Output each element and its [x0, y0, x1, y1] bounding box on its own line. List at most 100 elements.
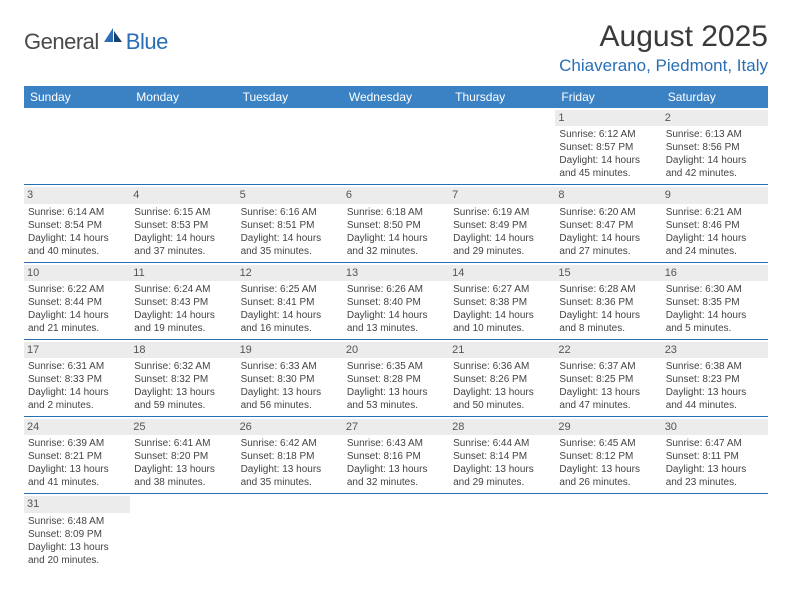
- daylight-text: and 59 minutes.: [134, 399, 232, 412]
- daylight-text: and 29 minutes.: [453, 476, 551, 489]
- day-number: 17: [24, 342, 130, 358]
- sunset-text: Sunset: 8:50 PM: [347, 219, 445, 232]
- sunrise-text: Sunrise: 6:31 AM: [28, 360, 126, 373]
- daylight-text: and 35 minutes.: [241, 476, 339, 489]
- sunrise-text: Sunrise: 6:38 AM: [666, 360, 764, 373]
- daylight-text: and 24 minutes.: [666, 245, 764, 258]
- sunrise-text: Sunrise: 6:43 AM: [347, 437, 445, 450]
- daylight-text: and 45 minutes.: [559, 167, 657, 180]
- sunrise-text: Sunrise: 6:16 AM: [241, 206, 339, 219]
- page-title: August 2025: [559, 20, 768, 54]
- calendar-cell: 24Sunrise: 6:39 AMSunset: 8:21 PMDayligh…: [24, 417, 130, 494]
- calendar-cell: [343, 494, 449, 571]
- calendar-cell: [662, 494, 768, 571]
- day-number: 3: [24, 187, 130, 203]
- calendar-cell: 21Sunrise: 6:36 AMSunset: 8:26 PMDayligh…: [449, 339, 555, 416]
- day-number: 28: [449, 419, 555, 435]
- daylight-text: and 35 minutes.: [241, 245, 339, 258]
- day-number: 19: [237, 342, 343, 358]
- sunset-text: Sunset: 8:56 PM: [666, 141, 764, 154]
- day-number: 4: [130, 187, 236, 203]
- calendar-cell: 29Sunrise: 6:45 AMSunset: 8:12 PMDayligh…: [555, 417, 661, 494]
- daylight-text: and 20 minutes.: [28, 554, 126, 567]
- sunset-text: Sunset: 8:36 PM: [559, 296, 657, 309]
- day-header: Sunday: [24, 86, 130, 108]
- calendar-cell: 3Sunrise: 6:14 AMSunset: 8:54 PMDaylight…: [24, 185, 130, 262]
- calendar-cell: 16Sunrise: 6:30 AMSunset: 8:35 PMDayligh…: [662, 262, 768, 339]
- daylight-text: and 32 minutes.: [347, 245, 445, 258]
- sunset-text: Sunset: 8:33 PM: [28, 373, 126, 386]
- daylight-text: and 50 minutes.: [453, 399, 551, 412]
- calendar-cell: 22Sunrise: 6:37 AMSunset: 8:25 PMDayligh…: [555, 339, 661, 416]
- day-number: 25: [130, 419, 236, 435]
- daylight-text: and 44 minutes.: [666, 399, 764, 412]
- day-number: 14: [449, 265, 555, 281]
- daylight-text: Daylight: 13 hours: [134, 463, 232, 476]
- daylight-text: and 19 minutes.: [134, 322, 232, 335]
- daylight-text: and 47 minutes.: [559, 399, 657, 412]
- day-number: 21: [449, 342, 555, 358]
- daylight-text: Daylight: 14 hours: [453, 232, 551, 245]
- calendar-cell: 26Sunrise: 6:42 AMSunset: 8:18 PMDayligh…: [237, 417, 343, 494]
- sunset-text: Sunset: 8:44 PM: [28, 296, 126, 309]
- sunrise-text: Sunrise: 6:45 AM: [559, 437, 657, 450]
- calendar-cell: 5Sunrise: 6:16 AMSunset: 8:51 PMDaylight…: [237, 185, 343, 262]
- daylight-text: and 23 minutes.: [666, 476, 764, 489]
- day-header: Saturday: [662, 86, 768, 108]
- day-number: 27: [343, 419, 449, 435]
- daylight-text: Daylight: 14 hours: [28, 232, 126, 245]
- daylight-text: Daylight: 13 hours: [347, 386, 445, 399]
- daylight-text: and 37 minutes.: [134, 245, 232, 258]
- sunset-text: Sunset: 8:28 PM: [347, 373, 445, 386]
- day-header: Monday: [130, 86, 236, 108]
- day-number: 12: [237, 265, 343, 281]
- logo: General Blue: [24, 26, 168, 57]
- calendar-cell: 28Sunrise: 6:44 AMSunset: 8:14 PMDayligh…: [449, 417, 555, 494]
- sunset-text: Sunset: 8:40 PM: [347, 296, 445, 309]
- sunset-text: Sunset: 8:53 PM: [134, 219, 232, 232]
- day-number: 6: [343, 187, 449, 203]
- calendar-cell: 6Sunrise: 6:18 AMSunset: 8:50 PMDaylight…: [343, 185, 449, 262]
- daylight-text: and 13 minutes.: [347, 322, 445, 335]
- sunrise-text: Sunrise: 6:30 AM: [666, 283, 764, 296]
- sunset-text: Sunset: 8:57 PM: [559, 141, 657, 154]
- calendar-week-row: 31Sunrise: 6:48 AMSunset: 8:09 PMDayligh…: [24, 494, 768, 571]
- daylight-text: Daylight: 14 hours: [347, 309, 445, 322]
- calendar-week-row: 10Sunrise: 6:22 AMSunset: 8:44 PMDayligh…: [24, 262, 768, 339]
- daylight-text: and 21 minutes.: [28, 322, 126, 335]
- calendar-cell: [130, 494, 236, 571]
- sunset-text: Sunset: 8:09 PM: [28, 528, 126, 541]
- sunset-text: Sunset: 8:47 PM: [559, 219, 657, 232]
- daylight-text: and 56 minutes.: [241, 399, 339, 412]
- day-number: 23: [662, 342, 768, 358]
- calendar-cell: 7Sunrise: 6:19 AMSunset: 8:49 PMDaylight…: [449, 185, 555, 262]
- sunrise-text: Sunrise: 6:36 AM: [453, 360, 551, 373]
- daylight-text: and 10 minutes.: [453, 322, 551, 335]
- calendar-cell: 1Sunrise: 6:12 AMSunset: 8:57 PMDaylight…: [555, 108, 661, 185]
- sunrise-text: Sunrise: 6:26 AM: [347, 283, 445, 296]
- sunset-text: Sunset: 8:18 PM: [241, 450, 339, 463]
- sunset-text: Sunset: 8:20 PM: [134, 450, 232, 463]
- calendar-cell: 30Sunrise: 6:47 AMSunset: 8:11 PMDayligh…: [662, 417, 768, 494]
- sunrise-text: Sunrise: 6:47 AM: [666, 437, 764, 450]
- sunrise-text: Sunrise: 6:15 AM: [134, 206, 232, 219]
- sunrise-text: Sunrise: 6:19 AM: [453, 206, 551, 219]
- sunset-text: Sunset: 8:25 PM: [559, 373, 657, 386]
- calendar-cell: 18Sunrise: 6:32 AMSunset: 8:32 PMDayligh…: [130, 339, 236, 416]
- sunrise-text: Sunrise: 6:25 AM: [241, 283, 339, 296]
- day-number: 16: [662, 265, 768, 281]
- daylight-text: Daylight: 14 hours: [347, 232, 445, 245]
- logo-text-general: General: [24, 29, 99, 55]
- sunrise-text: Sunrise: 6:39 AM: [28, 437, 126, 450]
- calendar-cell: 2Sunrise: 6:13 AMSunset: 8:56 PMDaylight…: [662, 108, 768, 185]
- daylight-text: and 8 minutes.: [559, 322, 657, 335]
- calendar-cell: 17Sunrise: 6:31 AMSunset: 8:33 PMDayligh…: [24, 339, 130, 416]
- daylight-text: Daylight: 13 hours: [666, 386, 764, 399]
- header: General Blue August 2025 Chiaverano, Pie…: [24, 20, 768, 76]
- daylight-text: and 29 minutes.: [453, 245, 551, 258]
- calendar-cell: 11Sunrise: 6:24 AMSunset: 8:43 PMDayligh…: [130, 262, 236, 339]
- sunrise-text: Sunrise: 6:13 AM: [666, 128, 764, 141]
- logo-text-blue: Blue: [126, 29, 168, 55]
- daylight-text: Daylight: 14 hours: [666, 309, 764, 322]
- day-header-row: Sunday Monday Tuesday Wednesday Thursday…: [24, 86, 768, 108]
